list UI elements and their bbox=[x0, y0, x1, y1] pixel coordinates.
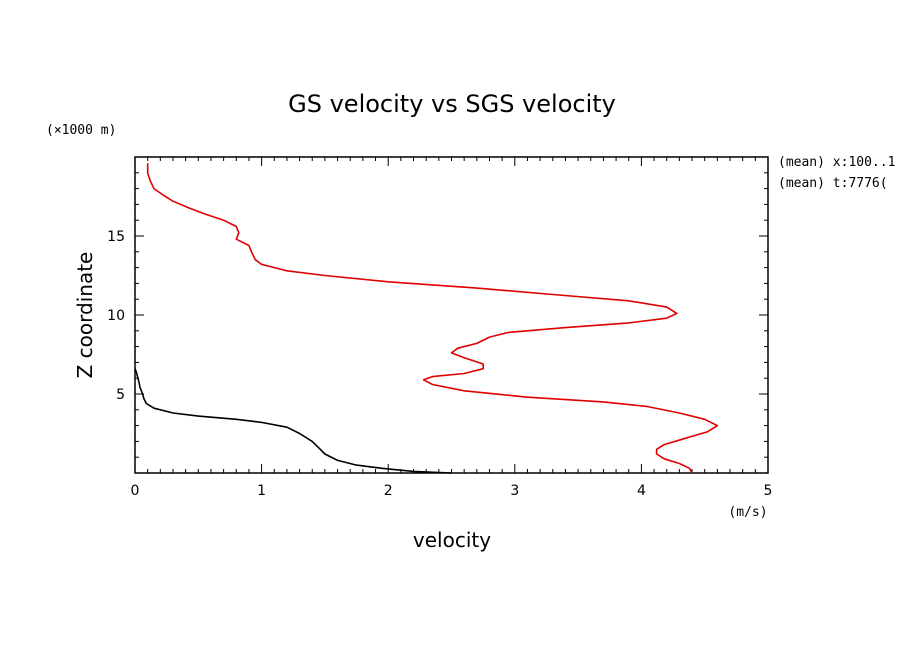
y-tick-label: 15 bbox=[107, 229, 125, 245]
x-tick-label: 1 bbox=[257, 483, 266, 499]
plot-area bbox=[134, 156, 769, 474]
series-group bbox=[134, 163, 719, 474]
series-line-1 bbox=[146, 163, 719, 474]
x-tick-labels: 0 1 2 3 4 5 bbox=[131, 483, 773, 499]
x-tick-label: 0 bbox=[131, 483, 140, 499]
minor-ticks bbox=[134, 156, 769, 474]
y-unit-label: (×1000 m) bbox=[46, 123, 116, 138]
x-tick-label: 4 bbox=[637, 483, 646, 499]
y-tick-labels: 5 10 15 bbox=[107, 229, 125, 403]
x-tick-label: 3 bbox=[510, 483, 519, 499]
series-line-2 bbox=[134, 368, 452, 474]
y-tick-label: 5 bbox=[116, 387, 125, 403]
x-axis-label: velocity bbox=[413, 528, 491, 552]
x-tick-label: 5 bbox=[764, 483, 773, 499]
x-unit-label: (m/s) bbox=[728, 505, 767, 520]
y-tick-label: 10 bbox=[107, 308, 125, 324]
y-axis-label: Z coordinate bbox=[73, 252, 97, 379]
x-tick-label: 2 bbox=[384, 483, 393, 499]
annotation-mean-t: (mean) t:7776( bbox=[778, 176, 888, 191]
chart-title: GS velocity vs SGS velocity bbox=[288, 90, 616, 118]
annotation-mean-x: (mean) x:100..1 bbox=[778, 155, 895, 170]
